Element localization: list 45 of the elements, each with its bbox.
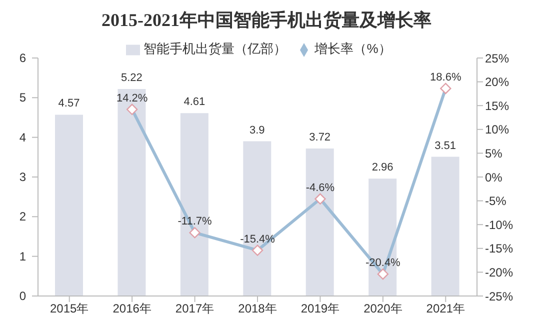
data-label: 4.57 [58,98,80,110]
y2-tick-label: -5% [485,194,507,208]
legend-label: 智能手机出货量（亿部） [144,41,287,56]
legend-label: 增长率（%） [314,41,392,56]
data-label: -15.4% [240,233,276,246]
y2-tick-label: 5% [485,146,503,160]
y-tick-label: 0 [19,289,26,303]
y2-tick-label: -10% [485,218,514,232]
x-tick-label: 2020年 [364,302,402,316]
bar [118,88,146,296]
y2-tick-label: 25% [485,51,510,66]
data-label: 5.22 [121,72,142,84]
data-label: -11.7% [178,216,212,228]
bar [55,114,83,296]
y2-tick-label: -25% [485,289,514,304]
y2-tick-label: -15% [485,242,514,256]
y-tick-label: 5 [19,90,26,105]
data-label: -4.6% [306,182,335,194]
data-label: 3.9 [249,124,265,136]
x-tick-label: 2016年 [112,302,152,316]
chart-title: 2015-2021年中国智能手机出货量及增长率 [100,9,432,32]
y2-tick-label: 0% [485,170,503,184]
y-tick-label: 2 [19,210,26,224]
y-tick-label: 6 [19,51,26,65]
x-tick-label: 2019年 [300,302,340,316]
x-tick-label: 2017年 [175,302,214,316]
bar [306,148,334,296]
y2-tick-label: 20% [485,75,510,90]
data-label: 3.72 [309,131,331,144]
y-tick-label: 3 [19,170,26,184]
data-label: 18.6% [430,71,462,84]
x-tick-label: 2015年 [50,302,89,316]
y-tick-label: 1 [19,249,26,264]
y-tick-label: 4 [19,130,26,144]
data-label: 14.2% [116,92,148,104]
bar [431,156,460,296]
x-tick-label: 2021年 [426,302,465,316]
data-label: 4.61 [184,96,206,108]
y2-tick-label: -20% [485,265,514,280]
data-label: 3.51 [434,140,456,152]
data-label: 2.96 [372,162,394,174]
y2-tick-label: 10% [485,122,510,137]
y2-tick-label: 15% [485,98,510,113]
x-tick-label: 2018年 [238,302,277,316]
data-label: -20.4% [366,257,401,270]
